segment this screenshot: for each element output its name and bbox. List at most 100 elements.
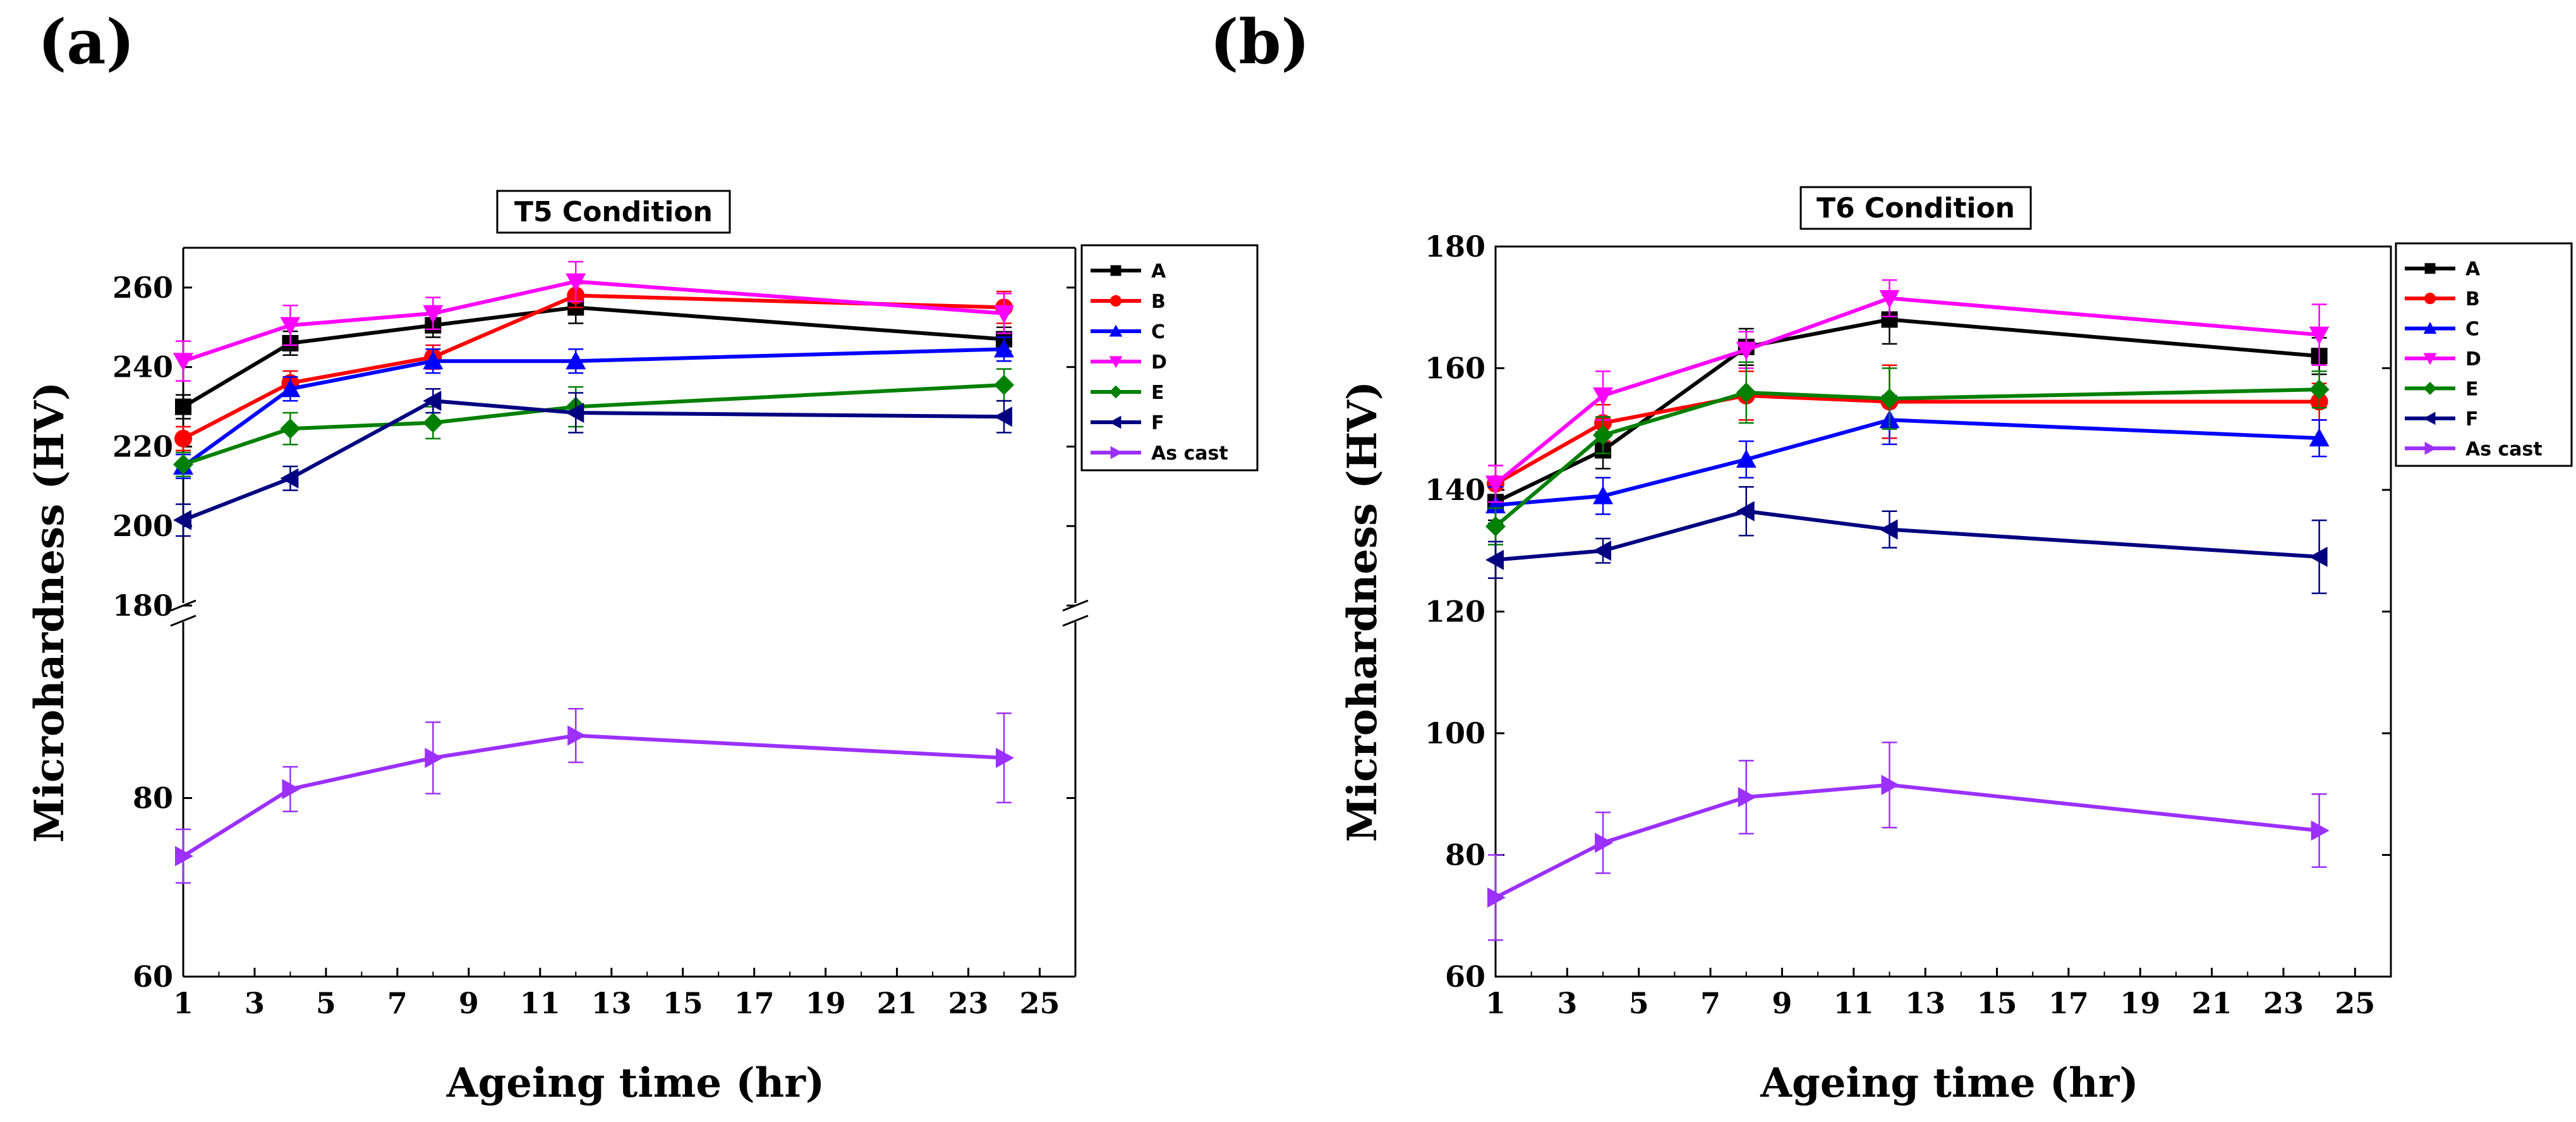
data-point-marker — [1593, 540, 1612, 561]
data-point-marker — [175, 398, 191, 415]
legend-swatch-marker — [1110, 446, 1123, 460]
legend-label: B — [1151, 291, 1166, 313]
data-point-marker — [280, 418, 301, 439]
panel-label-a: (a) — [38, 6, 135, 78]
data-point-marker — [994, 406, 1013, 427]
series-f — [1485, 485, 2328, 594]
legend-label: D — [2465, 348, 2481, 370]
data-point-marker — [1736, 449, 1757, 468]
data-point-marker — [1879, 290, 1900, 308]
y-tick-label: 80 — [133, 781, 173, 815]
x-axis-title: Ageing time (hr) — [446, 1059, 825, 1107]
axis-break-mark — [1062, 614, 1089, 627]
panel-label-b: (b) — [1210, 6, 1310, 78]
data-point-marker — [567, 725, 586, 746]
legend-swatch-marker — [2424, 293, 2436, 305]
data-point-marker — [423, 351, 444, 370]
series-d — [173, 260, 1015, 382]
legend-label: A — [1151, 260, 1166, 283]
y-tick-label: 120 — [1425, 595, 1485, 629]
data-point-marker — [2309, 379, 2330, 400]
data-point-marker — [1593, 425, 1614, 446]
data-point-marker — [423, 391, 442, 412]
data-point-marker — [994, 374, 1015, 395]
y-axis-title: Microhardness (HV) — [26, 382, 73, 843]
data-point-marker — [1879, 388, 1900, 409]
data-point-marker — [1593, 387, 1614, 406]
legend-label: F — [2465, 408, 2479, 430]
legend-label: A — [2465, 259, 2481, 281]
data-point-marker — [173, 454, 193, 475]
y-tick-label: 260 — [112, 271, 173, 305]
data-point-marker — [173, 353, 193, 372]
legend-swatch-marker — [1110, 265, 1122, 276]
x-tick-label: 11 — [520, 986, 560, 1020]
x-tick-label: 17 — [2048, 986, 2089, 1020]
data-point-marker — [1595, 832, 1614, 853]
legend-swatch-marker — [1109, 415, 1122, 429]
data-point-marker — [1485, 475, 1506, 494]
x-tick-label: 3 — [245, 986, 265, 1020]
y-tick-label: 60 — [1445, 960, 1485, 994]
x-tick-label: 1 — [173, 986, 193, 1020]
data-point-marker — [174, 429, 192, 448]
legend-label: E — [1151, 382, 1164, 404]
legend-label: F — [1151, 412, 1164, 434]
data-point-marker — [1736, 382, 1757, 403]
data-point-marker — [1593, 485, 1614, 504]
data-point-marker — [1738, 787, 1757, 808]
legend-label: D — [1151, 351, 1167, 374]
chart-title-box — [496, 190, 731, 234]
y-tick-label: 80 — [1445, 838, 1485, 872]
data-point-marker — [1485, 549, 1504, 570]
y-tick-label: 160 — [1425, 351, 1485, 386]
series-f — [173, 388, 1013, 537]
chart-title: T6 Condition — [1817, 192, 2015, 224]
x-tick-label: 7 — [387, 986, 408, 1020]
data-point-marker — [175, 846, 193, 867]
x-tick-label: 21 — [2192, 986, 2232, 1020]
x-tick-label: 19 — [2120, 986, 2160, 1020]
data-point-marker — [994, 339, 1015, 358]
data-point-marker — [2309, 546, 2328, 567]
data-point-marker — [2311, 820, 2330, 841]
x-tick-label: 7 — [1700, 986, 1720, 1020]
data-point-marker — [173, 509, 191, 530]
y-tick-label: 220 — [112, 429, 173, 463]
data-point-marker — [282, 779, 301, 800]
data-point-marker — [2309, 326, 2330, 345]
legend-swatch-marker — [1109, 356, 1123, 369]
data-point-marker — [280, 468, 299, 489]
x-tick-label: 15 — [1977, 986, 2017, 1020]
legend-swatch-marker — [2423, 412, 2436, 425]
x-tick-label: 23 — [948, 986, 989, 1020]
x-tick-label: 1 — [1485, 986, 1506, 1020]
data-point-marker — [1881, 774, 1900, 795]
x-tick-label: 9 — [1772, 986, 1792, 1020]
legend-label: As cast — [2465, 438, 2543, 460]
x-tick-label: 23 — [2263, 986, 2304, 1020]
x-tick-label: 13 — [591, 986, 632, 1020]
x-tick-label: 15 — [663, 986, 703, 1020]
x-tick-label: 17 — [734, 986, 775, 1020]
data-point-marker — [994, 305, 1015, 324]
x-tick-label: 5 — [316, 986, 336, 1020]
data-point-marker — [423, 412, 444, 433]
data-point-marker — [565, 351, 586, 370]
legend-swatch-marker — [2424, 263, 2436, 274]
x-tick-label: 11 — [1834, 986, 1874, 1020]
data-point-marker — [1736, 341, 1757, 360]
legend-label: As cast — [1151, 442, 1228, 465]
data-point-marker — [280, 317, 301, 336]
y-tick-label: 200 — [112, 509, 173, 543]
chart-title: T5 Condition — [514, 196, 713, 228]
legend-swatch-marker — [1110, 295, 1122, 307]
legend-box — [1080, 244, 1259, 472]
data-point-marker — [425, 747, 444, 768]
legend-label: E — [2465, 378, 2479, 400]
data-point-marker — [1485, 516, 1506, 537]
x-axis-title: Ageing time (hr) — [1760, 1059, 2138, 1107]
